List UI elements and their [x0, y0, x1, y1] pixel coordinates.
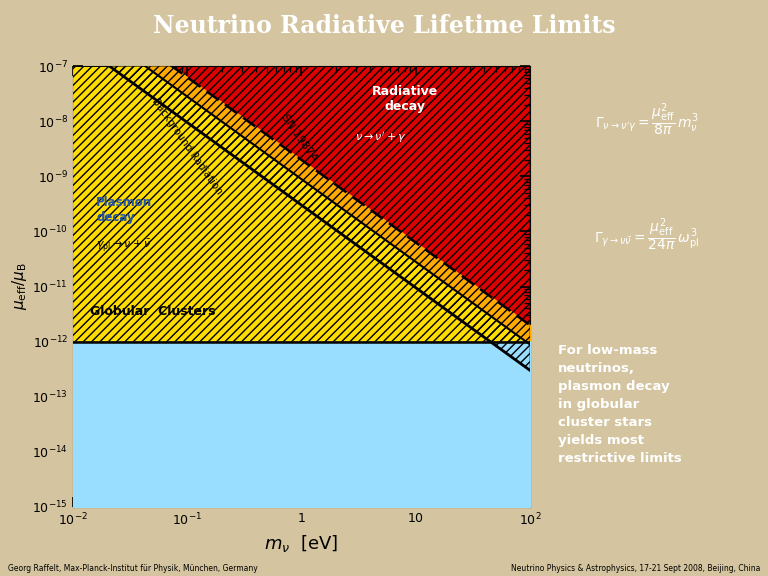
X-axis label: $m_{\nu}$  [eV]: $m_{\nu}$ [eV] — [264, 532, 339, 554]
Text: Radiative
decay: Radiative decay — [372, 85, 438, 113]
Text: For low-mass
neutrinos,
plasmon decay
in globular
cluster stars
yields most
rest: For low-mass neutrinos, plasmon decay in… — [558, 344, 682, 465]
Text: Neutrino Physics & Astrophysics, 17-21 Sept 2008, Beijing, China: Neutrino Physics & Astrophysics, 17-21 S… — [511, 564, 760, 573]
Text: Plasmon
decay: Plasmon decay — [96, 196, 152, 223]
Text: $\nu \rightarrow \nu^\prime + \gamma$: $\nu \rightarrow \nu^\prime + \gamma$ — [356, 130, 407, 145]
Text: Georg Raffelt, Max-Planck-Institut für Physik, München, Germany: Georg Raffelt, Max-Planck-Institut für P… — [8, 564, 257, 573]
Text: Globular  Clusters: Globular Clusters — [90, 305, 215, 318]
Text: $\gamma_{\rm pl} \rightarrow \nu + \bar{\nu}$: $\gamma_{\rm pl} \rightarrow \nu + \bar{… — [96, 237, 152, 254]
Text: SN 1987A: SN 1987A — [279, 112, 319, 163]
Y-axis label: $\mu_{\rm eff}/\mu_{\rm B}$: $\mu_{\rm eff}/\mu_{\rm B}$ — [11, 263, 29, 310]
Text: Background Radiation: Background Radiation — [150, 96, 224, 196]
Text: Neutrino Radiative Lifetime Limits: Neutrino Radiative Lifetime Limits — [153, 14, 615, 38]
Text: $\Gamma_{\nu\rightarrow\nu^\prime\gamma} = \dfrac{\mu_{\rm eff}^2}{8\pi}\,m_\nu^: $\Gamma_{\nu\rightarrow\nu^\prime\gamma}… — [595, 101, 699, 138]
Text: $\Gamma_{\gamma\rightarrow\nu\bar{\nu}} = \dfrac{\mu_{\rm eff}^2}{24\pi}\,\omega: $\Gamma_{\gamma\rightarrow\nu\bar{\nu}} … — [594, 216, 700, 253]
